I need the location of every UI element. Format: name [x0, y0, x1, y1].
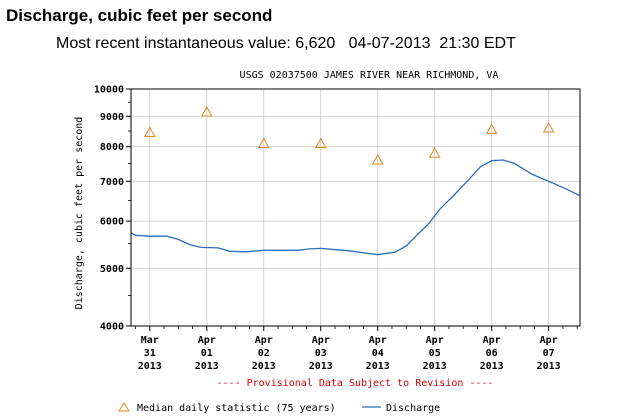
x-tick-label: 01 [201, 348, 213, 359]
x-tick-label: 2013 [366, 361, 390, 372]
x-tick-label: 07 [543, 348, 555, 359]
y-tick-label: 5000 [100, 264, 124, 275]
x-tick-label: 2013 [195, 361, 219, 372]
median-point [428, 147, 441, 158]
x-tick-label: 03 [315, 348, 327, 359]
recent-value-line: Most recent instantaneous value: 6,620 0… [56, 35, 516, 53]
y-tick-label: 10000 [94, 85, 124, 96]
median-point [200, 105, 213, 117]
legend: Median daily statistic (75 years) Discha… [118, 402, 440, 414]
recent-date: 04-07-2013 [348, 35, 431, 52]
y-tick-label: 7000 [100, 177, 124, 188]
median-point [542, 121, 555, 133]
x-tick-label: Apr [198, 335, 216, 346]
page-heading: Discharge, cubic feet per second [6, 6, 273, 25]
recent-label: Most recent instantaneous value: [56, 35, 291, 52]
x-tick-label: Apr [312, 335, 330, 346]
legend-discharge-label: Discharge [386, 403, 440, 414]
x-tick-label: 2013 [423, 361, 447, 372]
x-tick-label: 2013 [138, 361, 162, 372]
x-tick-label: 05 [429, 348, 441, 359]
x-tick-label: 06 [486, 348, 498, 359]
x-tick-label: 04 [372, 348, 384, 359]
y-tick-label: 8000 [100, 142, 124, 153]
recent-value: 6,620 [295, 35, 336, 52]
x-tick-label: 2013 [252, 361, 276, 372]
median-point [314, 137, 327, 149]
y-tick-label: 9000 [100, 112, 124, 123]
x-tick-label: Apr [483, 335, 501, 346]
median-point [143, 126, 156, 138]
y-tick-label: 4000 [100, 322, 124, 333]
y-axis-label: Discharge, cubic feet per second [74, 117, 85, 310]
discharge-line [130, 159, 581, 256]
median-point [485, 123, 498, 135]
x-tick-label: Mar [141, 335, 159, 346]
x-tick-label: Apr [540, 335, 558, 346]
median-point [257, 137, 270, 149]
legend-median-label: Median daily statistic (75 years) [137, 403, 336, 414]
x-tick-label: 2013 [537, 361, 561, 372]
y-axis-ticks: 10000 9000 8000 7000 6000 5000 4000 [94, 85, 131, 333]
x-tick-label: 2013 [309, 361, 333, 372]
provisional-note: ---- Provisional Data Subject to Revisio… [217, 378, 494, 389]
y-tick-label: 6000 [100, 217, 124, 228]
median-point [371, 153, 384, 165]
discharge-series [130, 159, 581, 256]
median-series [143, 105, 555, 165]
x-tick-label: 02 [258, 348, 270, 359]
recent-time: 21:30 EDT [439, 35, 516, 52]
x-tick-label: Apr [426, 335, 444, 346]
x-tick-label: Apr [255, 335, 273, 346]
plot-border [130, 88, 581, 327]
x-tick-label: Apr [369, 335, 387, 346]
x-axis-ticks: Mar 31 2013 Apr 01 2013 Apr 02 2013 Apr 03 2013 Apr 0… [135, 326, 578, 372]
chart-title: USGS 02037500 JAMES RIVER NEAR RICHMOND,… [240, 70, 499, 81]
legend-median-symbol [118, 402, 130, 412]
plot-frame [130, 88, 581, 327]
x-tick-label: 31 [144, 348, 156, 359]
x-tick-label: 2013 [480, 361, 504, 372]
